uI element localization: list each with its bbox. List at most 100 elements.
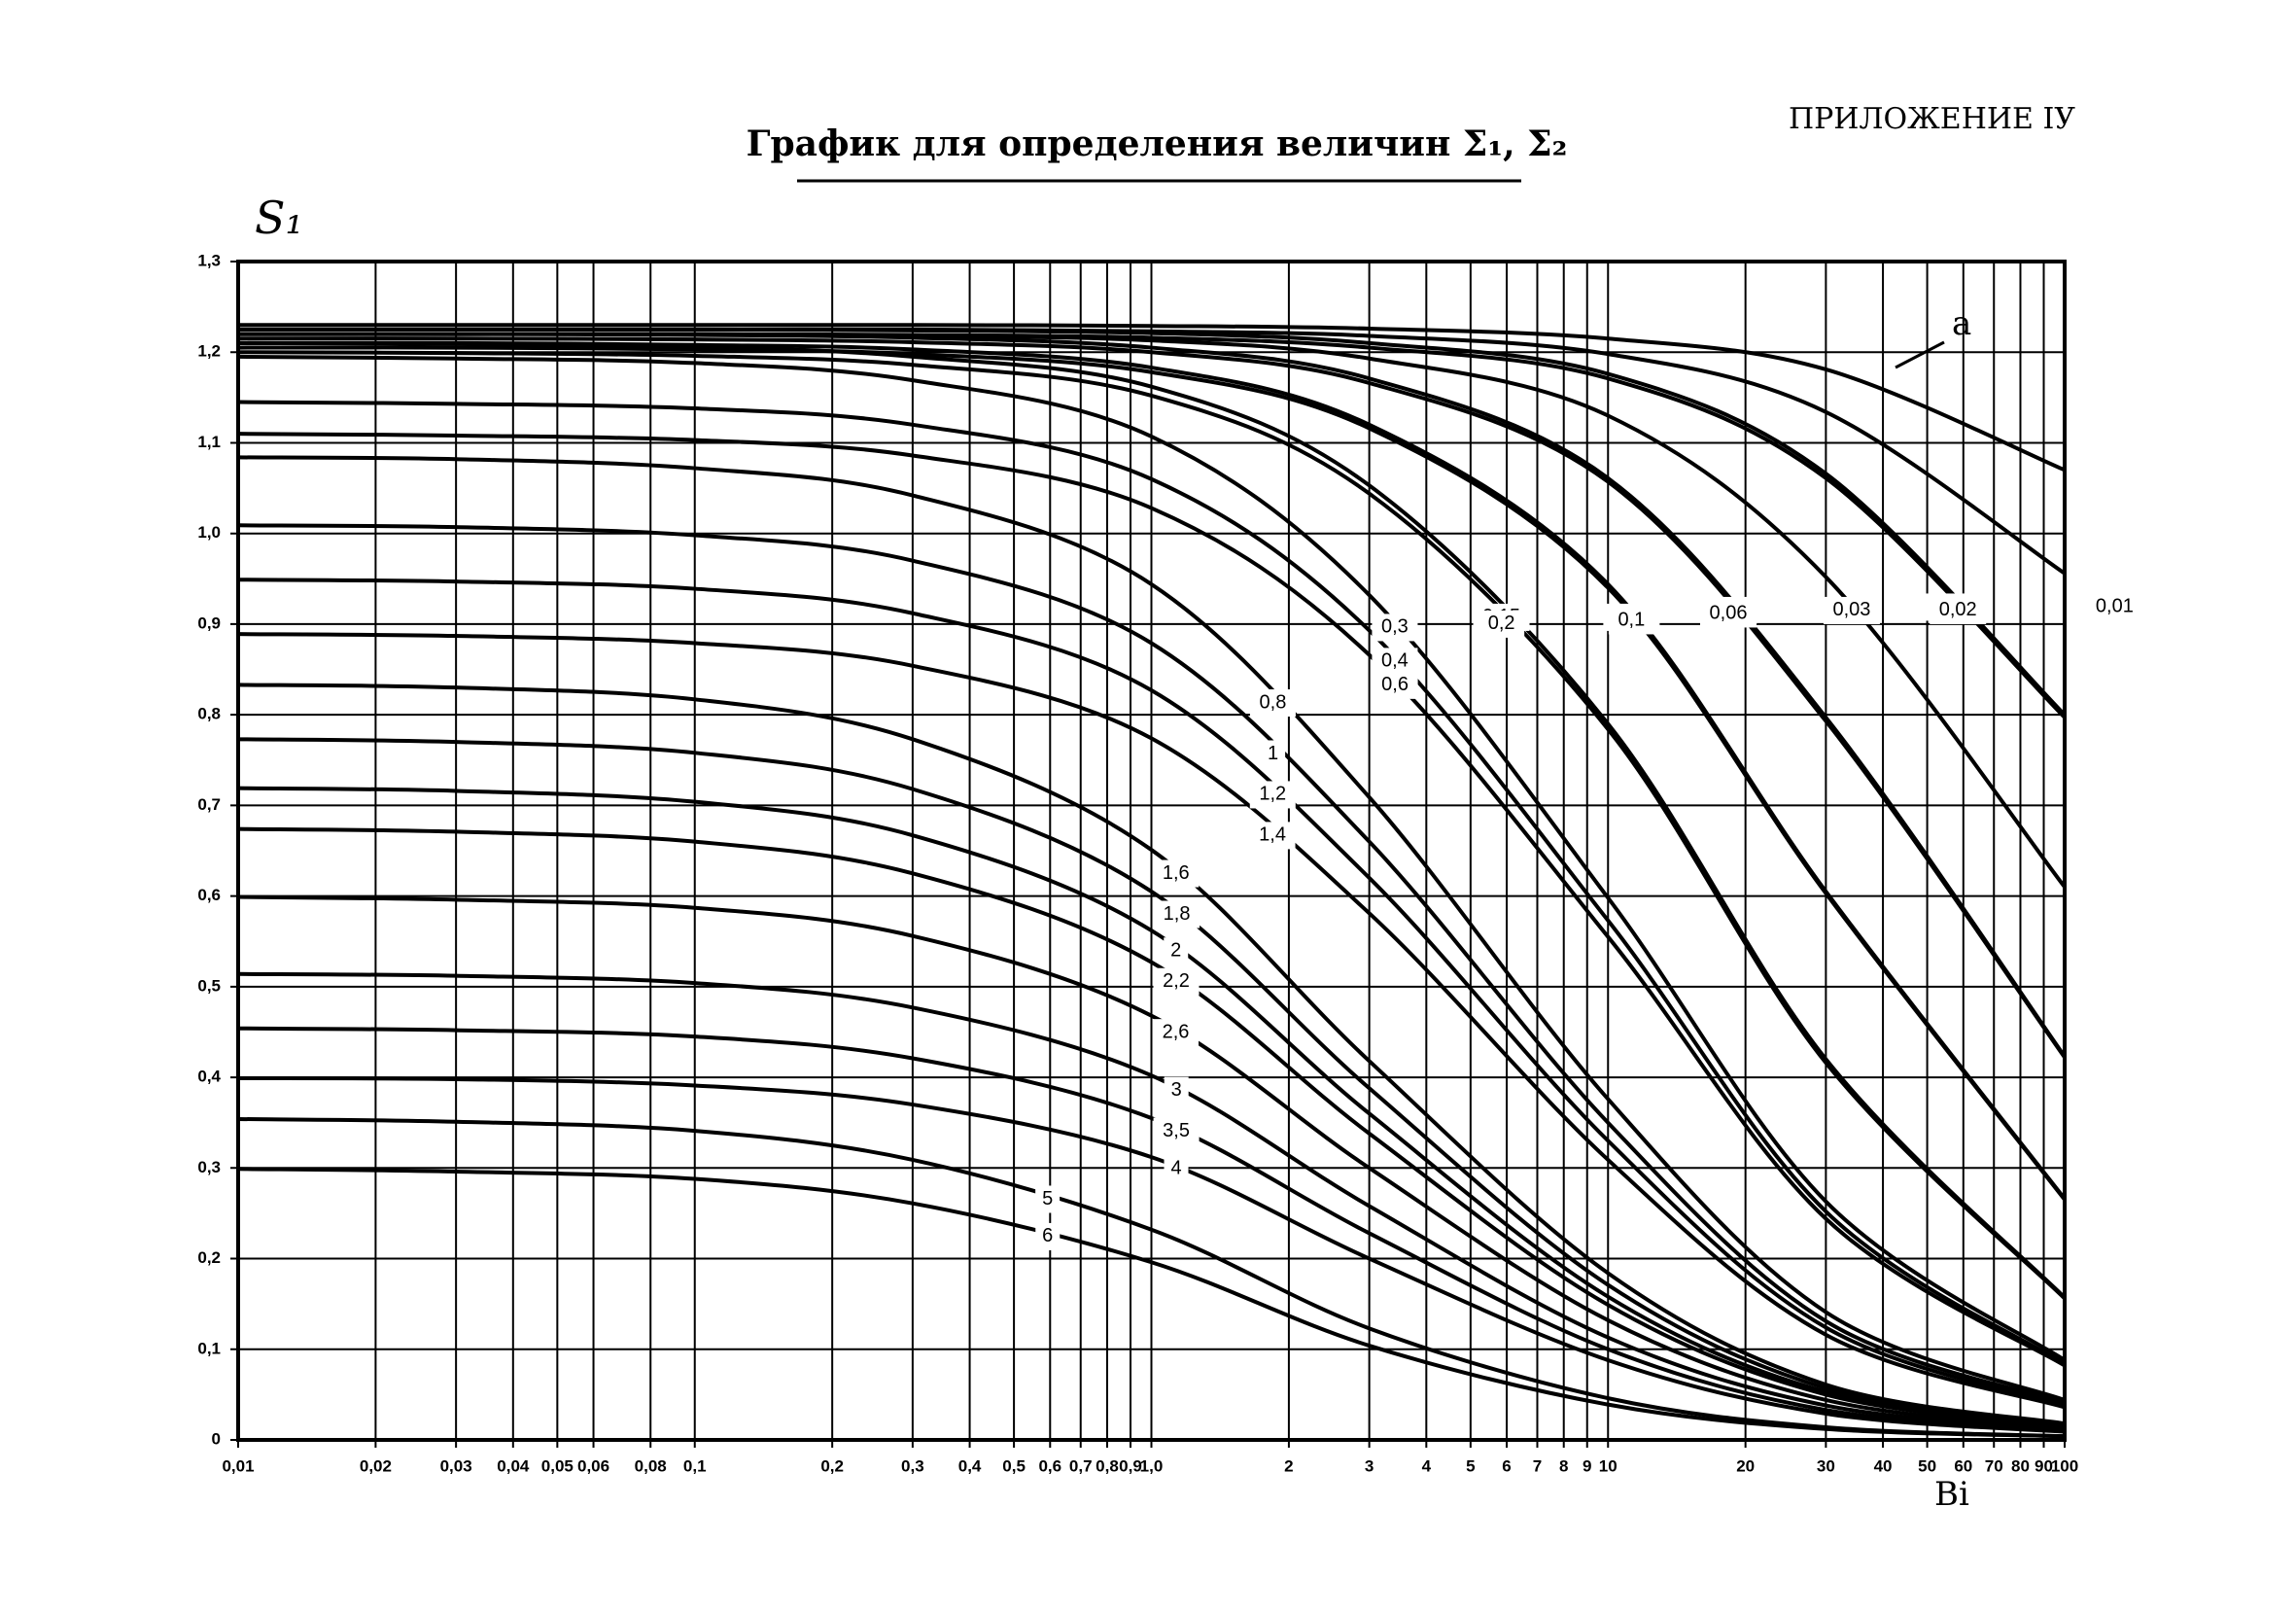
curve-label-bg (1372, 671, 1418, 699)
y-tick-label: 0,9 (197, 613, 221, 632)
x-tick-label: 0,2 (820, 1456, 844, 1475)
x-tick-label: 0,7 (1069, 1456, 1093, 1475)
x-tick-label: 1,0 (1140, 1456, 1164, 1475)
curve-label-bg (1035, 1222, 1061, 1250)
curve-label: 0,01 (2096, 596, 2134, 617)
curve (237, 400, 2067, 1366)
x-axis-label: Bi (1934, 1475, 1969, 1514)
x-tick-label: 0,3 (901, 1456, 924, 1475)
y-tick-label: 0,7 (197, 795, 221, 814)
x-tick-label: 8 (1559, 1456, 1568, 1475)
x-tick-label: 40 (1874, 1456, 1893, 1475)
x-tick-label: 100 (2051, 1456, 2078, 1475)
y-tick-label: 1,1 (197, 433, 221, 451)
curve-label-bg (1249, 781, 1296, 809)
page-header: ПРИЛОЖЕНИЕ IУ (1789, 102, 2075, 136)
x-tick-label: 0,4 (958, 1456, 982, 1475)
curve (237, 1026, 2066, 1433)
curve-label-bg (2086, 593, 2143, 621)
curve (237, 455, 2066, 1402)
curve (237, 578, 2066, 1408)
x-tick-label: 2 (1284, 1456, 1293, 1475)
curve-label-bg (1153, 1117, 1200, 1145)
y-axis-label: S₁ (255, 192, 303, 244)
x-tick-label: 0,02 (360, 1456, 392, 1475)
x-tick-label: 0,9 (1119, 1456, 1142, 1475)
y-tick-label: 0,8 (197, 705, 221, 723)
y-tick-label: 1,0 (197, 523, 221, 542)
y-tick-label: 1,2 (197, 342, 221, 361)
x-tick-label: 0,8 (1096, 1456, 1119, 1475)
curve-label: 2,2 (1163, 970, 1190, 992)
y-tick-label: 0,1 (197, 1339, 221, 1357)
curve (237, 354, 2067, 1362)
x-tick-label: 80 (2011, 1456, 2030, 1475)
annotation-arrow (1895, 340, 1945, 369)
curve-label: 3 (1171, 1079, 1182, 1101)
curve-label: 1,6 (1163, 862, 1190, 884)
curve-label-bg (1699, 600, 1757, 628)
x-tick-label: 70 (1985, 1456, 2003, 1475)
curve-label: 0,8 (1260, 691, 1287, 713)
x-tick-label: 6 (1502, 1456, 1511, 1475)
curve-label: 4 (1170, 1157, 1181, 1178)
plot-frame (236, 260, 2067, 1442)
curve-label: 2,6 (1163, 1021, 1190, 1042)
curve (237, 432, 2067, 1368)
curve-label-bg (1249, 822, 1296, 850)
curve-label-bg (1249, 689, 1296, 718)
curve (237, 332, 2067, 1058)
x-tick-label: 0,1 (683, 1456, 707, 1475)
curve (237, 632, 2066, 1410)
curve-label-bg (1153, 1019, 1200, 1047)
x-tick-label: 5 (1466, 1456, 1475, 1475)
curve-label-bg (1608, 607, 1654, 635)
curve (237, 737, 2066, 1427)
curve-label: 0,2 (1488, 613, 1515, 634)
x-tick-label: 3 (1365, 1456, 1374, 1475)
curve-label-bg (1153, 859, 1200, 888)
x-tick-label: 4 (1422, 1456, 1432, 1475)
curve-label: 0,03 (1832, 599, 1870, 620)
y-tick-label: 0,6 (197, 886, 221, 904)
curve-label-bg (1164, 937, 1189, 965)
curve (237, 826, 2066, 1429)
curve (237, 1076, 2066, 1434)
curve-label: 2 (1170, 940, 1181, 962)
x-tick-label: 0,05 (541, 1456, 574, 1475)
curve-label: 0,06 (1710, 603, 1748, 624)
x-tick-label: 0,06 (577, 1456, 609, 1475)
curve-label-bg (1164, 1155, 1189, 1183)
curve-label: 0,3 (1381, 616, 1409, 638)
y-tick-label: 0,4 (197, 1068, 221, 1086)
curve (238, 327, 2067, 717)
curve-label: 6 (1042, 1225, 1053, 1246)
y-tick-label: 0,2 (197, 1248, 221, 1267)
x-tick-label: 0,5 (1002, 1456, 1026, 1475)
x-tick-label: 0,6 (1038, 1456, 1061, 1475)
x-tick-label: 0,03 (440, 1456, 472, 1475)
curve-label: 0,6 (1381, 674, 1409, 695)
curve-label: 0,1 (1618, 610, 1645, 631)
curve-label-bg (1372, 613, 1418, 642)
curve (237, 345, 2067, 1202)
x-tick-label: 10 (1599, 1456, 1618, 1475)
curve-label-bg (1261, 740, 1286, 768)
x-tick-label: 7 (1533, 1456, 1542, 1475)
curve-label: 0,02 (1939, 599, 1977, 620)
curve (238, 323, 2066, 473)
x-tick-label: 9 (1583, 1456, 1591, 1475)
x-tick-label: 0,08 (635, 1456, 667, 1475)
curve-label-bg (1153, 967, 1200, 996)
curve-label: 1 (1268, 743, 1278, 764)
curve (237, 340, 2067, 1300)
curve-label: 5 (1042, 1188, 1053, 1209)
curve (237, 1167, 2066, 1439)
x-tick-label: 20 (1736, 1456, 1755, 1475)
curve-label: 1,4 (1259, 824, 1286, 846)
curve-label-bg (1823, 596, 1880, 624)
x-tick-label: 60 (1954, 1456, 1972, 1475)
curve-label-bg (1372, 648, 1418, 676)
